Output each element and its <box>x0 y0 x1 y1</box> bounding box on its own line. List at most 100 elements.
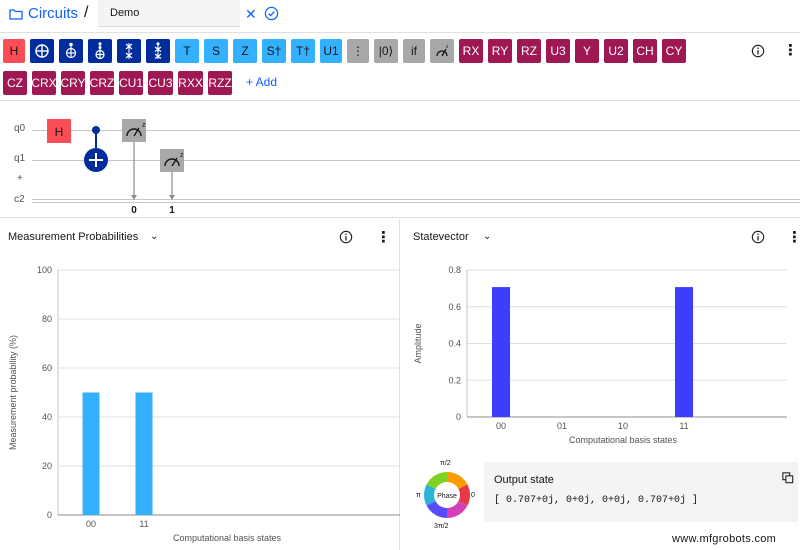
phase-label-right: 0 <box>471 492 475 499</box>
y-tick-label: 0.8 <box>448 265 461 275</box>
gate-label: RXX <box>178 76 203 90</box>
gate-toffoli[interactable] <box>59 39 83 63</box>
breadcrumb-circuits[interactable]: Circuits <box>28 5 79 22</box>
svg-text:Phase: Phase <box>437 493 457 500</box>
add-gate-link[interactable]: + Add <box>246 75 278 89</box>
gate-label: CU1 <box>119 76 144 90</box>
y-tick-label: 0 <box>47 510 52 520</box>
gate-label: ⋮ <box>352 44 364 58</box>
gate-rxx[interactable]: RXX <box>178 71 203 95</box>
gate-rzz[interactable]: RZZ <box>208 71 232 95</box>
close-icon[interactable]: ✕ <box>245 6 257 22</box>
gate-s[interactable]: S <box>204 39 228 63</box>
wire-label-c2: c2 <box>14 194 25 205</box>
chevron-down-icon[interactable]: ⌄ <box>150 231 159 242</box>
measure-gate-q0[interactable]: z <box>122 119 146 200</box>
info-icon[interactable] <box>339 230 353 244</box>
gate-u2[interactable]: U2 <box>604 39 628 63</box>
info-icon[interactable] <box>751 230 765 244</box>
circuit-canvas[interactable]: q0 q1 + c2 H <box>0 100 800 218</box>
wire-label-q1: q1 <box>14 153 26 164</box>
gate-label: T <box>183 44 191 58</box>
cnot-gate[interactable] <box>84 126 108 172</box>
y-tick-label: 60 <box>42 363 52 373</box>
gate-u1[interactable]: U1 <box>320 39 342 63</box>
gate-cy[interactable]: CY <box>662 39 686 63</box>
gate-label: T† <box>295 44 310 58</box>
classical-bit-label-1: 1 <box>169 205 175 216</box>
gate-t[interactable]: T <box>175 39 199 63</box>
output-state-value: [ 0.707+0j, 0+0j, 0+0j, 0.707+0j ] <box>494 495 699 506</box>
qubit-wire-q0 <box>32 130 800 131</box>
gate-label: RZZ <box>208 76 232 90</box>
gate-if[interactable]: if <box>403 39 425 63</box>
circuit-name-input[interactable] <box>98 0 240 27</box>
gate-label: S† <box>266 44 282 58</box>
gate-cu1[interactable]: CU1 <box>119 71 143 95</box>
measure-icon: z <box>436 44 449 57</box>
y-axis-label: Measurement probability (%) <box>8 335 18 450</box>
y-tick-label: 40 <box>42 412 52 422</box>
gate-cnot[interactable] <box>30 39 54 63</box>
gate-label: CY <box>665 44 683 58</box>
gate-tdg[interactable]: T† <box>291 39 315 63</box>
gate-z[interactable]: Z <box>233 39 257 63</box>
phase-label-bottom: 3π/2 <box>434 523 449 530</box>
y-tick-label: 20 <box>42 461 52 471</box>
cnot-icon <box>35 44 49 58</box>
gate-cu3[interactable]: CU3 <box>148 71 173 95</box>
gate-rx[interactable]: RX <box>459 39 483 63</box>
gate-cry[interactable]: CRY <box>60 71 86 95</box>
x-tick-label: 11 <box>679 421 688 431</box>
gate-ch[interactable]: CH <box>633 39 657 63</box>
gate-crz[interactable]: CRZ <box>90 71 114 95</box>
gate-u3[interactable]: U3 <box>546 39 570 63</box>
gate-label: CRY <box>60 76 86 90</box>
ccx3-icon <box>95 42 105 60</box>
panel-title: Measurement Probabilities <box>8 231 139 243</box>
phase-wheel: π/2 π 0 3π/2 Phase <box>416 460 476 542</box>
x-tick-label: 00 <box>496 421 506 431</box>
overflow-menu-icon[interactable]: ⋮ <box>787 229 800 246</box>
gate-label: CRZ <box>89 76 115 90</box>
copy-icon[interactable] <box>782 472 794 484</box>
gate-label: U1 <box>323 44 339 58</box>
gate-label: U2 <box>608 44 624 58</box>
x-axis-label: Computational basis states <box>569 435 678 445</box>
measurement-probabilities-panel: Measurement Probabilities ⌄ ⋮ 0 20 40 60 80 1… <box>0 219 400 550</box>
gate-label: RX <box>462 44 480 58</box>
gate-label: |0⟩ <box>378 44 394 58</box>
overflow-menu-icon[interactable]: ⋮ <box>376 229 391 246</box>
chevron-down-icon[interactable]: ⌄ <box>483 231 492 242</box>
add-wire-icon[interactable]: + <box>17 173 23 184</box>
bar-11 <box>135 392 153 515</box>
gate-rz[interactable]: RZ <box>517 39 541 63</box>
measure-gate-q1[interactable]: z <box>160 149 184 200</box>
gate-label: CRX <box>31 76 57 90</box>
info-icon[interactable] <box>751 44 765 58</box>
svg-text:z: z <box>142 122 146 129</box>
h-gate[interactable]: H <box>47 119 71 143</box>
header: Circuits / ✕ <box>0 0 800 30</box>
svg-text:z: z <box>180 152 184 159</box>
overflow-menu-icon[interactable]: ⋮ <box>783 42 798 59</box>
gate-sdg[interactable]: S† <box>262 39 286 63</box>
gate-crx[interactable]: CRX <box>31 71 57 95</box>
gate-reset[interactable]: |0⟩ <box>374 39 398 63</box>
bar-00 <box>492 287 510 417</box>
gate-ccx3[interactable] <box>88 39 112 63</box>
gate-h[interactable]: H <box>3 39 25 63</box>
gate-cz[interactable]: CZ <box>3 71 27 95</box>
gate-ry[interactable]: RY <box>488 39 512 63</box>
gate-barrier[interactable]: ⋮ <box>347 39 369 63</box>
x-axis-label: Computational basis states <box>173 533 282 543</box>
gate-measure[interactable]: z <box>430 39 454 63</box>
gate-swap[interactable] <box>117 39 141 63</box>
save-check-icon[interactable] <box>264 6 279 21</box>
gate-label: Y <box>582 44 591 58</box>
svg-text:H: H <box>55 125 64 139</box>
gate-swap2[interactable] <box>146 39 170 63</box>
gate-label: CZ <box>7 76 23 90</box>
x-tick-label: 01 <box>557 421 567 431</box>
gate-y[interactable]: Y <box>575 39 599 63</box>
